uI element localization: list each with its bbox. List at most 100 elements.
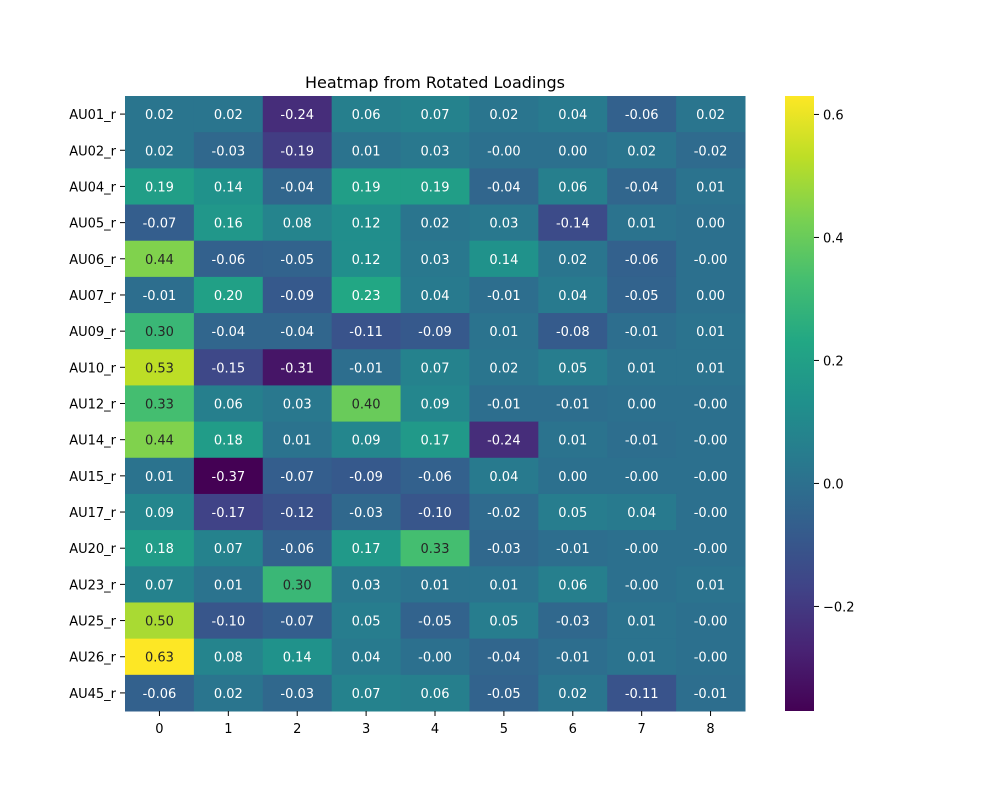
heatmap-cell-value: 0.02 bbox=[214, 687, 243, 702]
heatmap-cell-value: 0.05 bbox=[558, 361, 587, 376]
heatmap-cell-value: 0.00 bbox=[627, 398, 656, 413]
heatmap-cell-value: -0.06 bbox=[625, 253, 659, 268]
heatmap-cell-value: 0.08 bbox=[214, 651, 243, 666]
heatmap-cell bbox=[676, 566, 746, 603]
heatmap-cell bbox=[331, 385, 402, 423]
heatmap-cell-value: 0.14 bbox=[283, 651, 312, 666]
heatmap-cell bbox=[607, 493, 677, 531]
heatmap-cell-value: -0.07 bbox=[280, 470, 314, 485]
heatmap-cell-value: 0.01 bbox=[627, 217, 656, 232]
heatmap-cell-value: 0.01 bbox=[696, 325, 725, 340]
heatmap-cell-value: 0.17 bbox=[421, 434, 450, 449]
heatmap-cell bbox=[538, 132, 608, 169]
heatmap-cell-value: 0.12 bbox=[352, 217, 381, 232]
heatmap-cell bbox=[469, 493, 539, 531]
heatmap-cell bbox=[331, 530, 402, 567]
heatmap-cell-value: 0.02 bbox=[421, 217, 450, 232]
heatmap-cell bbox=[125, 240, 195, 278]
heatmap-cell bbox=[331, 313, 402, 350]
heatmap-cell bbox=[193, 638, 264, 676]
heatmap-cell-value: -0.04 bbox=[487, 651, 521, 666]
heatmap-cell-value: 0.09 bbox=[421, 398, 450, 413]
heatmap-cell-value: 0.33 bbox=[421, 542, 450, 557]
heatmap-cell bbox=[607, 240, 677, 278]
heatmap-cell bbox=[193, 240, 264, 278]
heatmap-cell bbox=[331, 493, 402, 531]
heatmap-cell bbox=[538, 313, 608, 350]
heatmap-cell-value: -0.02 bbox=[694, 144, 728, 159]
heatmap-cell bbox=[125, 349, 195, 386]
column-tick-label: 6 bbox=[569, 722, 577, 737]
heatmap-cell bbox=[607, 421, 677, 459]
heatmap-cell-value: -0.00 bbox=[694, 398, 728, 413]
heatmap-cell bbox=[607, 385, 677, 423]
heatmap-cell bbox=[331, 96, 402, 133]
heatmap-cell-value: 0.19 bbox=[421, 180, 450, 195]
heatmap-cell-value: -0.05 bbox=[625, 289, 659, 304]
heatmap-cell-value: -0.00 bbox=[625, 470, 659, 485]
heatmap-cell bbox=[469, 530, 539, 567]
heatmap-cell-value: 0.02 bbox=[214, 108, 243, 123]
chart-title: Heatmap from Rotated Loadings bbox=[305, 73, 565, 92]
row-tick-label: AU10_r bbox=[69, 361, 116, 376]
heatmap-cell bbox=[125, 313, 195, 350]
heatmap-cell bbox=[400, 240, 470, 278]
heatmap-cell bbox=[262, 602, 333, 640]
heatmap-cell-value: -0.01 bbox=[694, 687, 728, 702]
heatmap-cell bbox=[193, 313, 264, 350]
heatmap-cell-value: 0.12 bbox=[352, 253, 381, 268]
heatmap-cell bbox=[469, 204, 539, 242]
colorbar-tick-label: 0.4 bbox=[823, 231, 844, 246]
column-tick-labels: 0 1 2 3 4 5 6 7 8 bbox=[155, 711, 715, 737]
heatmap-cell-value: -0.24 bbox=[487, 434, 521, 449]
heatmap-cell-value: 0.01 bbox=[627, 615, 656, 630]
heatmap-cell-value: 0.17 bbox=[352, 542, 381, 557]
heatmap-cell-value: -0.11 bbox=[349, 325, 383, 340]
heatmap-cell-value: 0.14 bbox=[489, 253, 518, 268]
heatmap-cell-value: -0.06 bbox=[280, 542, 314, 557]
heatmap-cell bbox=[607, 602, 677, 640]
heatmap-cell bbox=[676, 457, 746, 495]
heatmap-cell-value: -0.01 bbox=[556, 542, 590, 557]
heatmap-cell bbox=[538, 674, 608, 712]
heatmap-cell-value: -0.01 bbox=[487, 398, 521, 413]
heatmap-cell bbox=[676, 385, 746, 423]
heatmap-cell-value: 0.30 bbox=[145, 325, 174, 340]
heatmap-cell bbox=[538, 385, 608, 423]
heatmap-cell bbox=[331, 240, 402, 278]
heatmap-cell bbox=[193, 566, 264, 603]
column-tick-label: 8 bbox=[706, 722, 714, 737]
heatmap-cell bbox=[469, 638, 539, 676]
heatmap-cell-value: 0.09 bbox=[352, 434, 381, 449]
heatmap-cell-value: -0.10 bbox=[212, 615, 246, 630]
heatmap-cell bbox=[400, 385, 470, 423]
heatmap-cell bbox=[125, 385, 195, 423]
heatmap-cell bbox=[125, 457, 195, 495]
heatmap-cell bbox=[193, 385, 264, 423]
heatmap-cell bbox=[400, 493, 470, 531]
heatmap-cell-value: 0.01 bbox=[696, 578, 725, 593]
heatmap-cell bbox=[125, 96, 195, 133]
heatmap-cell-value: 0.03 bbox=[283, 398, 312, 413]
heatmap-cell bbox=[676, 349, 746, 386]
heatmap-cell bbox=[538, 638, 608, 676]
heatmap-cell-value: 0.01 bbox=[145, 470, 174, 485]
heatmap-cell bbox=[262, 566, 333, 603]
heatmap-cell-value: 0.06 bbox=[558, 180, 587, 195]
heatmap-cell-value: 0.04 bbox=[627, 506, 656, 521]
heatmap-cell-value: 0.07 bbox=[145, 578, 174, 593]
row-tick-label: AU17_r bbox=[69, 506, 116, 521]
heatmap-cell bbox=[676, 96, 746, 133]
heatmap-cell-value: -0.01 bbox=[556, 398, 590, 413]
heatmap-cell bbox=[331, 566, 402, 603]
heatmap-cell-value: 0.02 bbox=[145, 144, 174, 159]
heatmap-cell bbox=[676, 530, 746, 567]
heatmap-cell-value: 0.08 bbox=[283, 217, 312, 232]
heatmap-cell-value: -0.00 bbox=[694, 434, 728, 449]
heatmap-cell bbox=[469, 602, 539, 640]
column-tick-label: 2 bbox=[293, 722, 301, 737]
heatmap-cell bbox=[607, 530, 677, 567]
heatmap-cell bbox=[331, 349, 402, 386]
heatmap-cell bbox=[400, 602, 470, 640]
row-tick-label: AU07_r bbox=[69, 289, 116, 304]
